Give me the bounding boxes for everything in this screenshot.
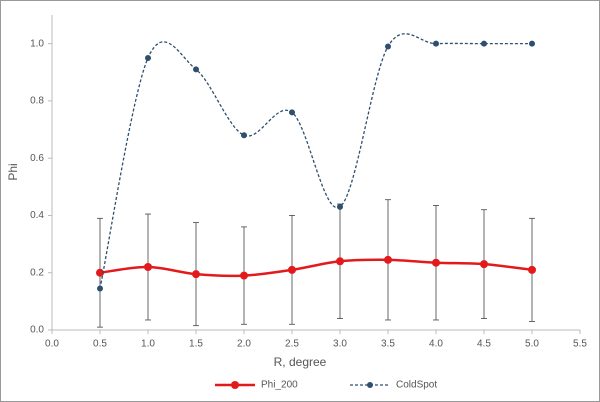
y-axis-title: Phi	[6, 163, 20, 180]
x-axis-title: R, degree	[274, 355, 327, 369]
point	[192, 270, 200, 279]
point	[480, 260, 488, 269]
legend-marker	[231, 381, 239, 389]
point	[481, 40, 487, 47]
x-tick-label: 0.5	[93, 339, 107, 350]
x-tick-label: 5.5	[573, 339, 587, 350]
x-tick-label: 5.0	[525, 339, 539, 350]
point	[384, 255, 392, 264]
point	[145, 54, 151, 61]
y-tick-label: 0.2	[30, 267, 44, 278]
point	[240, 271, 248, 280]
point	[241, 132, 247, 139]
legend-marker	[367, 382, 373, 388]
y-tick-label: 0.8	[30, 96, 44, 107]
y-tick-label: 0.4	[30, 210, 44, 221]
point	[433, 40, 439, 47]
point	[432, 258, 440, 267]
point	[385, 43, 391, 50]
x-tick-label: 0.0	[45, 339, 59, 350]
legend-label: ColdSpot	[396, 380, 437, 391]
x-tick-label: 1.5	[189, 339, 203, 350]
legend-label: Phi_200	[261, 380, 298, 391]
point	[288, 265, 296, 274]
x-tick-label: 4.5	[477, 339, 491, 350]
x-tick-label: 4.0	[429, 339, 443, 350]
x-tick-label: 2.5	[285, 339, 299, 350]
point	[97, 285, 103, 292]
point	[337, 203, 343, 210]
point	[193, 66, 199, 73]
point	[529, 40, 535, 47]
point	[96, 268, 104, 277]
x-tick-label: 2.0	[237, 339, 251, 350]
point	[528, 265, 536, 274]
point	[336, 257, 344, 266]
y-tick-label: 0.6	[30, 153, 44, 164]
y-tick-label: 0.0	[30, 325, 44, 336]
series-line	[99, 258, 533, 278]
x-tick-label: 3.0	[333, 339, 347, 350]
x-tick-label: 1.0	[141, 339, 155, 350]
point	[144, 263, 152, 271]
point	[289, 109, 295, 116]
x-tick-label: 3.5	[381, 339, 395, 350]
y-tick-label: 1.0	[30, 38, 44, 49]
